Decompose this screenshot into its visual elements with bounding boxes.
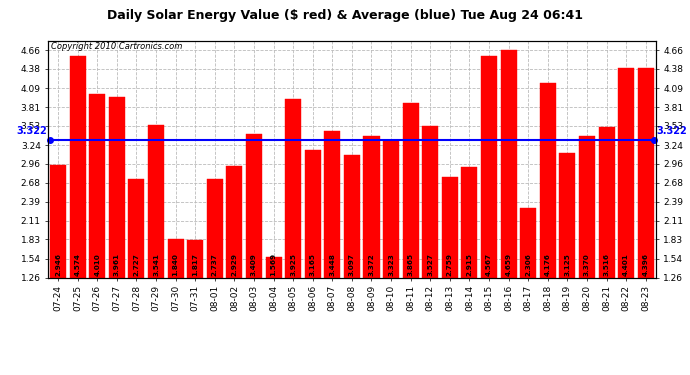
Bar [50, 165, 66, 362]
Bar [383, 140, 399, 362]
Bar [266, 257, 282, 362]
Text: 3.322: 3.322 [17, 126, 48, 136]
Text: 4.010: 4.010 [95, 254, 100, 276]
Bar [305, 150, 321, 362]
Bar [638, 68, 653, 362]
Text: 4.574: 4.574 [75, 253, 81, 276]
Text: 3.527: 3.527 [427, 253, 433, 276]
Text: 2.915: 2.915 [466, 253, 473, 276]
Bar [481, 57, 497, 362]
Bar [207, 179, 223, 362]
Text: 2.306: 2.306 [525, 253, 531, 276]
Bar [540, 82, 556, 362]
Text: 2.727: 2.727 [133, 254, 139, 276]
Bar [500, 50, 517, 362]
Bar [324, 131, 340, 362]
Bar [187, 240, 204, 362]
Text: 3.865: 3.865 [408, 253, 414, 276]
Text: 3.322: 3.322 [656, 126, 687, 136]
Text: 3.125: 3.125 [564, 253, 571, 276]
Text: 4.401: 4.401 [623, 254, 629, 276]
Text: 1.840: 1.840 [172, 253, 179, 276]
Text: 4.396: 4.396 [642, 253, 649, 276]
Text: 3.925: 3.925 [290, 253, 296, 276]
Bar [148, 125, 164, 362]
Text: 3.165: 3.165 [310, 253, 316, 276]
Text: 3.516: 3.516 [604, 253, 609, 276]
Text: 2.759: 2.759 [447, 253, 453, 276]
Text: 4.176: 4.176 [545, 253, 551, 276]
Text: 4.659: 4.659 [506, 253, 511, 276]
Bar [246, 134, 262, 362]
Bar [618, 68, 634, 362]
Bar [89, 94, 106, 362]
Text: 3.370: 3.370 [584, 254, 590, 276]
Bar [168, 239, 184, 362]
Bar [128, 180, 144, 362]
Bar [442, 177, 458, 362]
Text: 3.961: 3.961 [114, 253, 120, 276]
Bar [226, 166, 242, 362]
Text: 2.929: 2.929 [231, 253, 237, 276]
Bar [285, 99, 301, 362]
Bar [364, 136, 380, 362]
Text: 3.097: 3.097 [349, 253, 355, 276]
Text: 1.817: 1.817 [193, 253, 198, 276]
Bar [520, 208, 536, 362]
Bar [109, 97, 125, 362]
Bar [560, 153, 575, 362]
Bar [579, 136, 595, 362]
Text: 3.448: 3.448 [329, 253, 335, 276]
Bar [598, 127, 615, 362]
Text: 1.569: 1.569 [270, 253, 277, 276]
Text: 4.567: 4.567 [486, 253, 492, 276]
Text: Daily Solar Energy Value ($ red) & Average (blue) Tue Aug 24 06:41: Daily Solar Energy Value ($ red) & Avera… [107, 9, 583, 22]
Bar [344, 155, 360, 362]
Text: 3.372: 3.372 [368, 254, 375, 276]
Bar [403, 104, 419, 362]
Bar [462, 167, 477, 362]
Text: 3.323: 3.323 [388, 254, 394, 276]
Bar [70, 56, 86, 362]
Text: Copyright 2010 Cartronics.com: Copyright 2010 Cartronics.com [51, 42, 183, 51]
Text: 3.409: 3.409 [251, 253, 257, 276]
Text: 2.737: 2.737 [212, 254, 218, 276]
Text: 2.946: 2.946 [55, 253, 61, 276]
Bar [422, 126, 438, 362]
Text: 3.541: 3.541 [153, 253, 159, 276]
